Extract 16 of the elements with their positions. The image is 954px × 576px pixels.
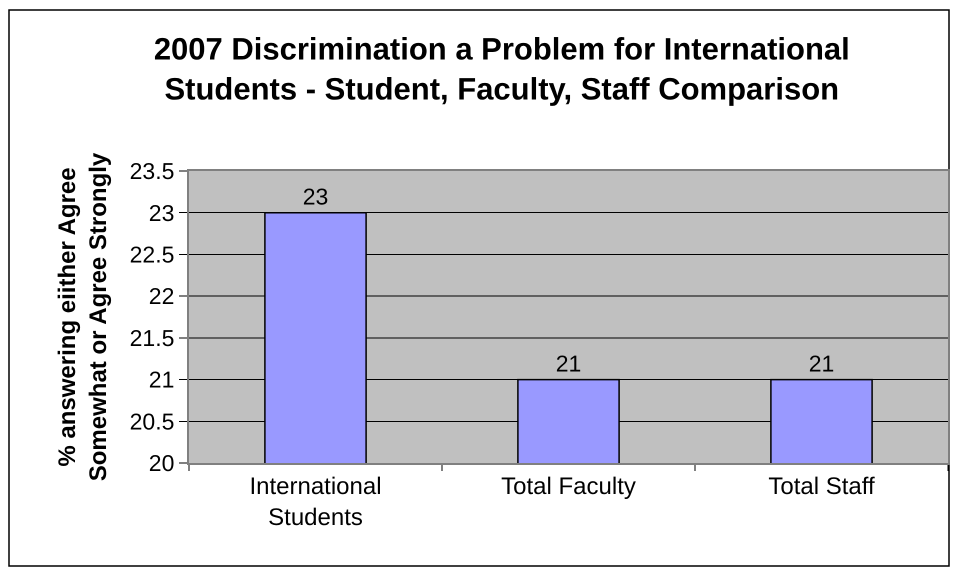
y-tick-label: 22 — [148, 283, 174, 310]
y-axis-title: % answering eiither Agree Somewhat or Agree Strongly — [54, 152, 112, 482]
x-tick-label: International Students — [249, 472, 382, 531]
data-label: 21 — [808, 350, 834, 377]
y-tick-label: 20.5 — [130, 408, 174, 434]
data-label: 21 — [556, 350, 582, 377]
y-tick-label: 22.5 — [130, 241, 174, 268]
y-tick-label: 20 — [148, 450, 174, 476]
y-tick-label: 23 — [148, 200, 174, 226]
y-tick-label: 21 — [148, 366, 174, 393]
data-label: 23 — [302, 184, 328, 210]
x-tick-label: Total Faculty — [501, 472, 636, 500]
chart-title: 2007 Discrimination a Problem for International Students - Student, Faculty, Staff Comparison — [154, 31, 850, 107]
y-tick-label: 23.5 — [130, 158, 174, 184]
x-tick-label: Total Staff — [768, 472, 875, 500]
y-tick-label: 21.5 — [130, 324, 174, 351]
